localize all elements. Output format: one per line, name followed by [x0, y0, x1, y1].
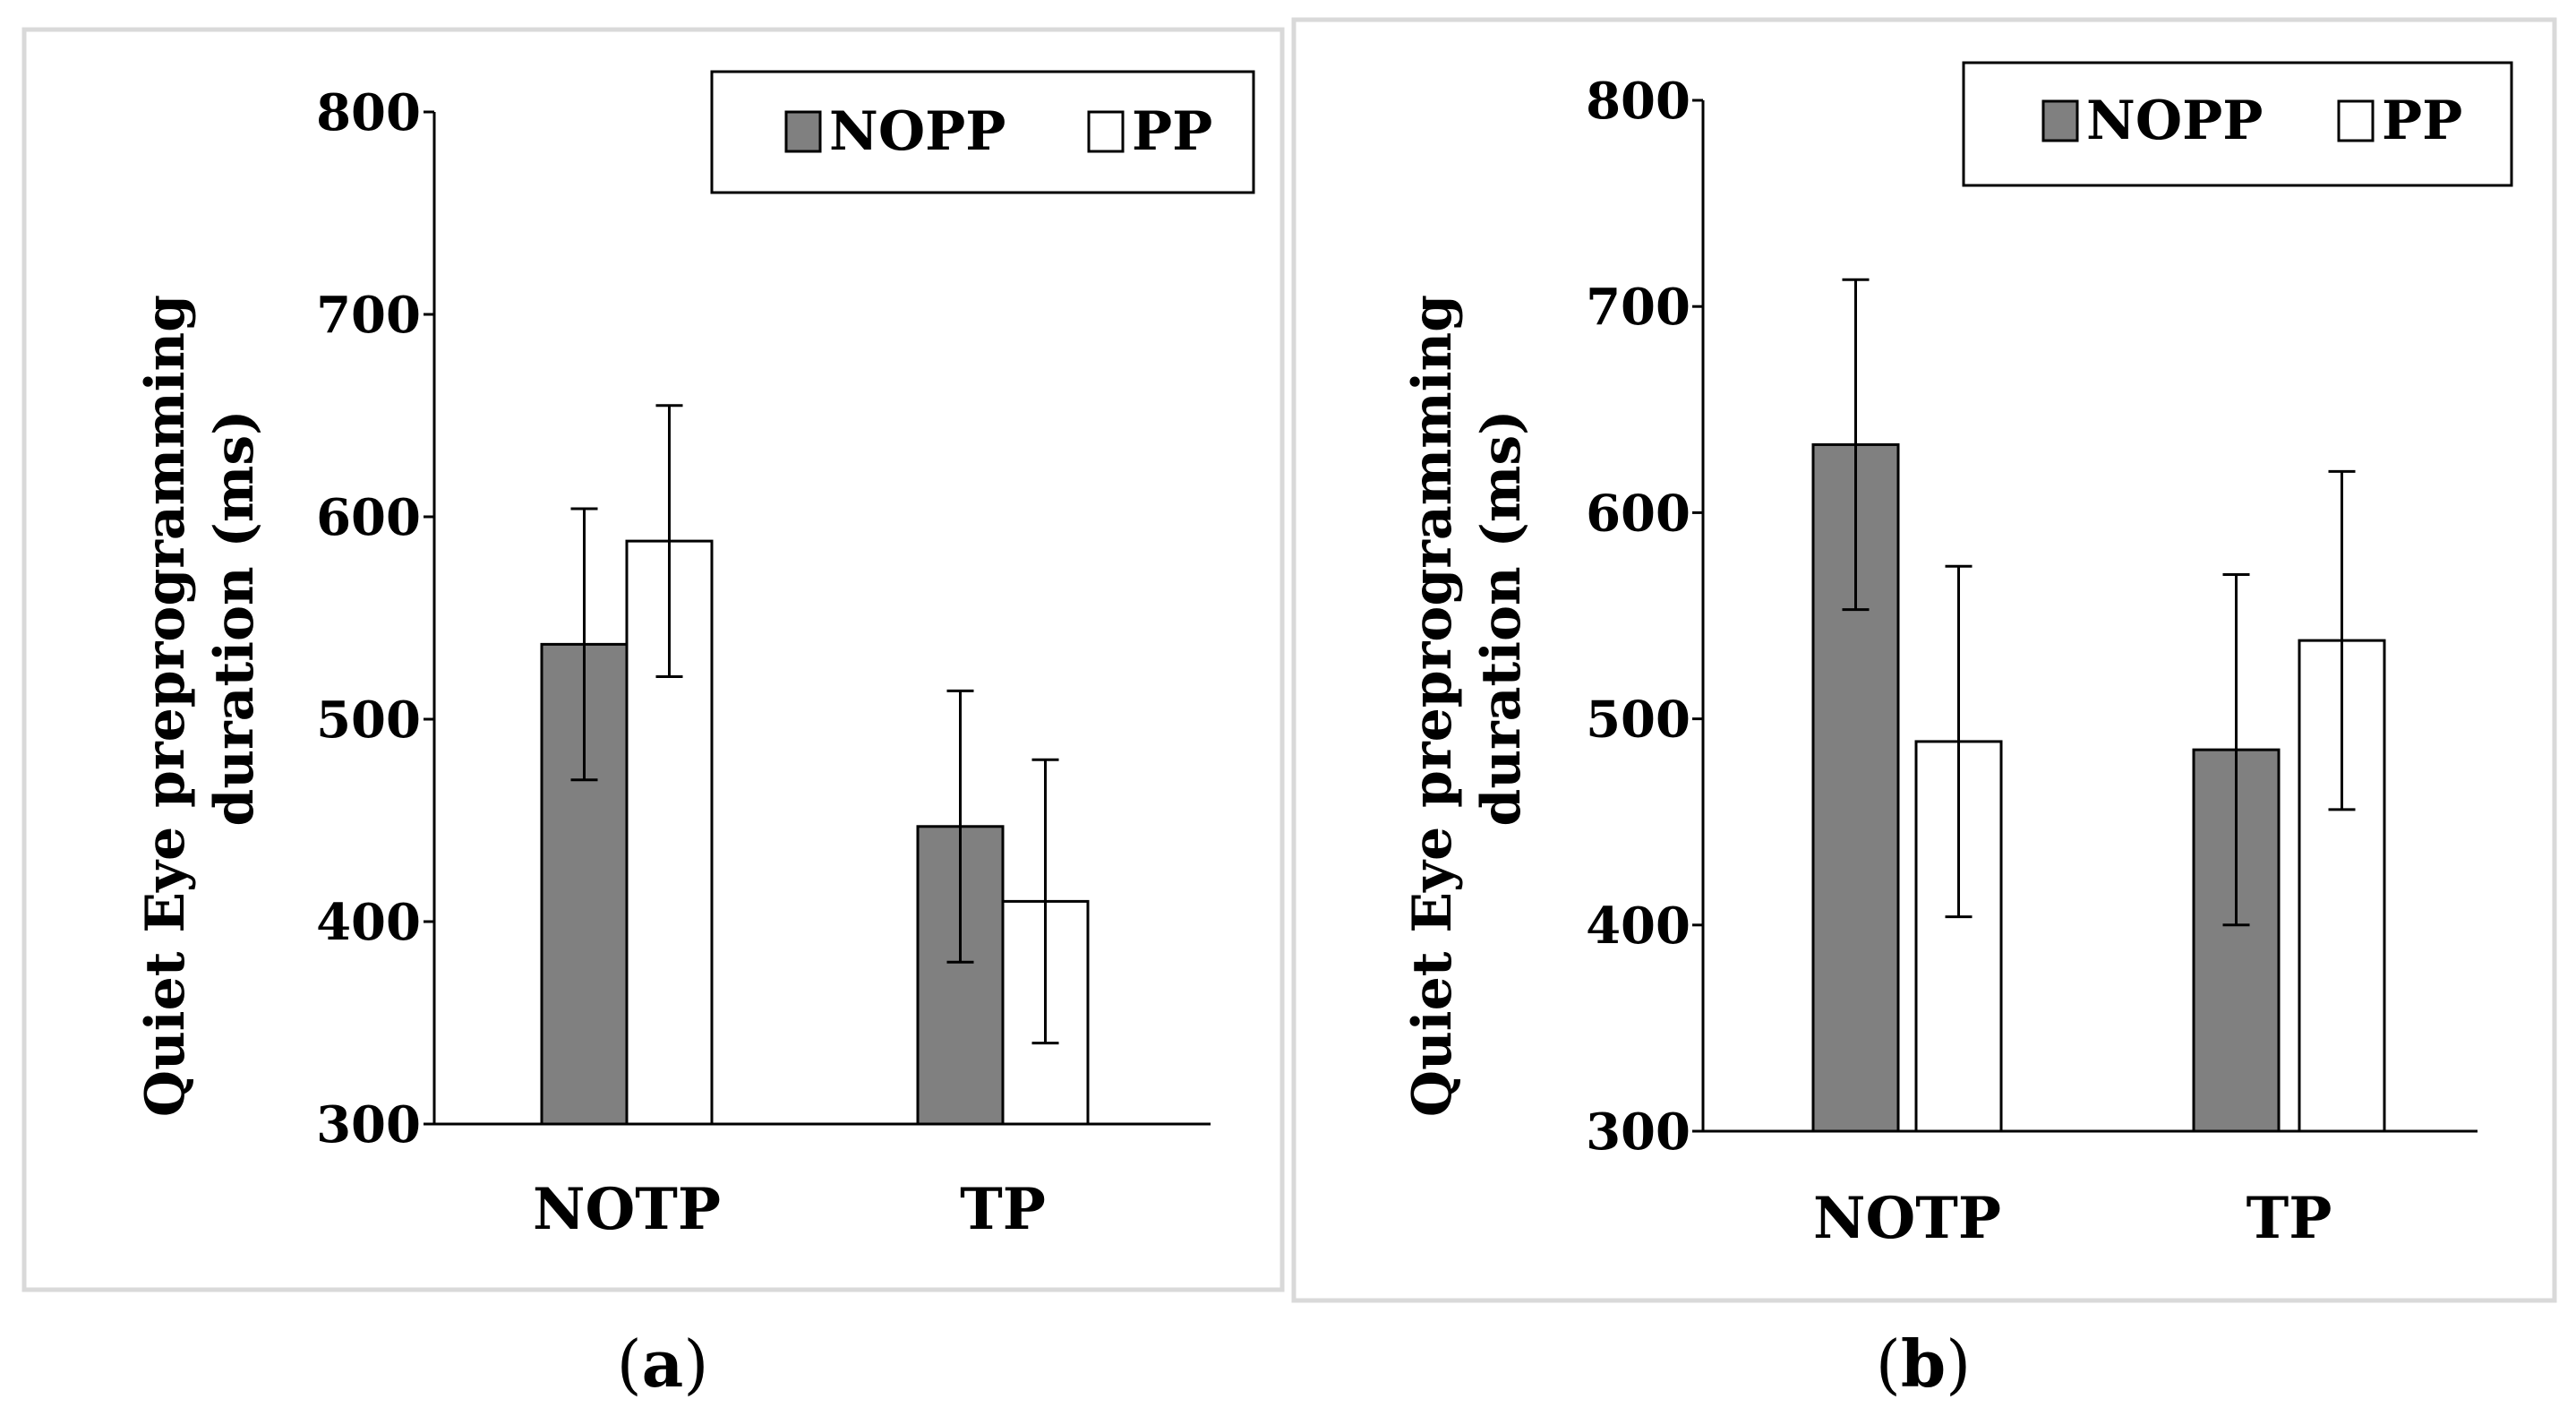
panel-b-legend-label-pp: PP — [2382, 90, 2462, 152]
panel-b-ytick-label-500: 500 — [1586, 691, 1690, 750]
panel-b-marks: 300 400 500 600 700 800 NOTP TP — [1586, 72, 2478, 1252]
panel-a-marks: 300 400 500 600 700 800 NOTP TP — [316, 83, 1211, 1243]
panel-b-ytick-label-300: 300 — [1586, 1103, 1690, 1162]
panel-b-legend-swatch-nopp — [2041, 99, 2079, 142]
panel-a-category-label-tp: TP — [960, 1176, 1046, 1243]
panel-b-legend: NOPP PP — [1962, 61, 2513, 187]
panel-a-legend-label-pp: PP — [1132, 100, 1212, 163]
panel-a-ytick-label-800: 800 — [316, 83, 421, 142]
panel-a-legend-swatch-pp — [1087, 110, 1125, 153]
panel-b-legend-swatch-pp — [2337, 99, 2375, 142]
panel-a-caption-letter: a — [642, 1326, 684, 1402]
panel-a-ytick-label-500: 500 — [316, 691, 421, 750]
panel-b-ytick-label-400: 400 — [1586, 897, 1690, 956]
panel-a-ylabel-line-1: Quiet Eye preprogramming — [134, 295, 197, 1117]
panel-a-ytick-label-600: 600 — [316, 488, 421, 547]
panel-b-caption: (b) — [1876, 1326, 1972, 1402]
panel-b: 300 400 500 600 700 800 NOTP TP Quiet Eye prepr… — [1291, 17, 2557, 1402]
panel-b-ytick-label-600: 600 — [1586, 484, 1690, 543]
panel-a-category-label-notp: NOTP — [533, 1176, 721, 1243]
panel-b-caption-letter: b — [1901, 1326, 1946, 1402]
panel-a-legend-swatch-nopp — [784, 110, 822, 153]
panel-b-ytick-label-800: 800 — [1586, 72, 1690, 131]
panel-a-legend: NOPP PP — [710, 70, 1255, 194]
panel-a-legend-label-nopp: NOPP — [829, 100, 1006, 163]
panel-b-ytick-label-700: 700 — [1586, 278, 1690, 337]
panel-a-ytick-label-700: 700 — [316, 286, 421, 345]
panel-b-category-label-tp: TP — [2247, 1185, 2332, 1252]
panel-b-ylabel-line-2: duration (ms) — [1470, 409, 1533, 826]
panel-a-caption: (a) — [617, 1326, 709, 1402]
panel-b-legend-label-nopp: NOPP — [2086, 90, 2263, 152]
panel-b-ylabel-line-1: Quiet Eye preprogramming — [1401, 295, 1464, 1117]
panel-b-category-label-notp: NOTP — [1813, 1185, 2001, 1252]
panel-a-ytick-label-300: 300 — [316, 1095, 421, 1154]
panel-a-ytick-label-400: 400 — [316, 893, 421, 952]
panel-a: 300 400 500 600 700 800 NOTP TP Quiet Eye prepr… — [21, 27, 1285, 1402]
panel-a-ylabel-line-2: duration (ms) — [203, 409, 266, 826]
